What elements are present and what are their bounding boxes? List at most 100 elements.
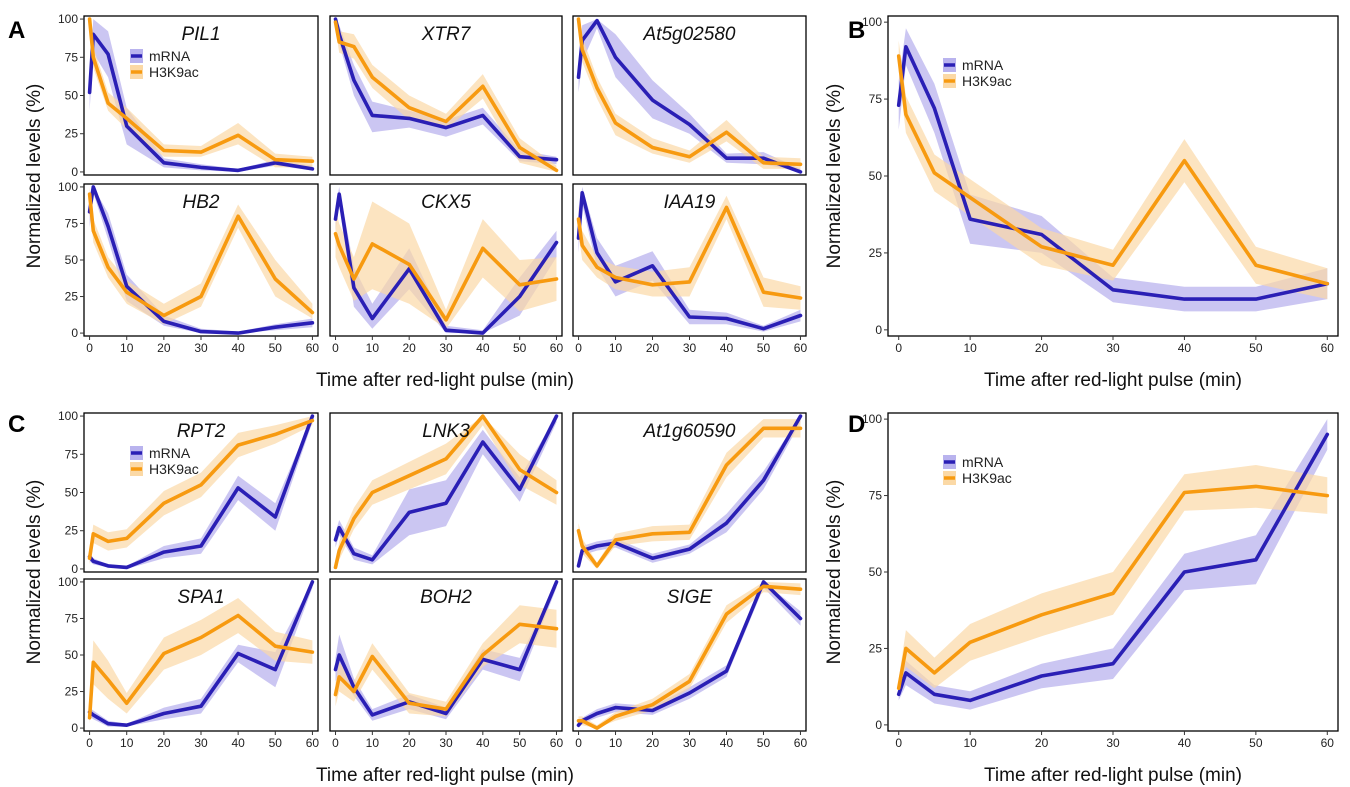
y-tick-label: 0 bbox=[71, 721, 78, 735]
x-tick-label: 20 bbox=[646, 341, 660, 355]
x-tick-label: 30 bbox=[1106, 736, 1120, 750]
y-axis-title: Normalized levels (%) bbox=[24, 480, 45, 665]
legend-label-h3k9ac: H3K9ac bbox=[149, 461, 199, 477]
y-tick-label: 75 bbox=[65, 611, 79, 625]
y-tick-label: 25 bbox=[869, 246, 883, 260]
panel-A-facet-HB2: 0 10 20 30 40 50 60 0 25 50 75 100 HB2 bbox=[58, 180, 319, 355]
panel-letter-A: A bbox=[8, 17, 25, 44]
x-tick-label: 20 bbox=[157, 736, 171, 750]
x-tick-label: 0 bbox=[575, 736, 582, 750]
h3k9ac-line bbox=[576, 426, 803, 568]
plot-frame bbox=[329, 412, 563, 573]
x-tick-label: 30 bbox=[1106, 341, 1120, 355]
mrna-line bbox=[333, 192, 559, 335]
y-tick-label: 100 bbox=[58, 12, 78, 26]
x-tick-label: 0 bbox=[332, 341, 339, 355]
y-tick-label: 75 bbox=[869, 489, 883, 503]
plot-frame bbox=[572, 15, 807, 176]
x-tick-label: 10 bbox=[120, 341, 134, 355]
mrna-line bbox=[576, 580, 803, 728]
x-tick-label: 60 bbox=[1321, 736, 1335, 750]
h3k9ac-line bbox=[896, 54, 1330, 286]
panel-C-facet-At1g60590: At1g60590 bbox=[572, 412, 807, 573]
h3k9ac-line bbox=[333, 414, 559, 570]
mrna-ribbon bbox=[335, 416, 557, 565]
x-tick-label: 40 bbox=[720, 736, 734, 750]
panel-A-facet-IAA19: 0 10 20 30 40 50 60 IAA19 bbox=[572, 183, 808, 355]
h3k9ac-ribbon bbox=[578, 19, 801, 169]
facet-title: PIL1 bbox=[181, 24, 220, 45]
legend-label-mrna: mRNA bbox=[149, 48, 191, 64]
y-tick-label: 0 bbox=[71, 562, 78, 576]
y-tick-label: 25 bbox=[65, 127, 79, 141]
y-tick-label: 25 bbox=[65, 524, 79, 538]
panel-A-facet-XTR7: XTR7 bbox=[329, 15, 563, 176]
x-tick-label: 40 bbox=[476, 341, 490, 355]
x-tick-label: 50 bbox=[1249, 736, 1263, 750]
plot-frame bbox=[572, 412, 807, 573]
mrna-line bbox=[896, 432, 1330, 703]
y-tick-label: 100 bbox=[58, 409, 78, 423]
mrna-ribbon bbox=[898, 28, 1328, 312]
x-tick-label: 50 bbox=[757, 736, 771, 750]
x-tick-label: 0 bbox=[575, 341, 582, 355]
panel-A-facet-At5g02580: At5g02580 bbox=[572, 15, 807, 176]
x-tick-label: 10 bbox=[963, 736, 977, 750]
panel-letter-B: B bbox=[848, 17, 865, 44]
facet-title: SIGE bbox=[667, 587, 713, 608]
x-tick-label: 0 bbox=[86, 341, 93, 355]
panel-C-facet-LNK3: LNK3 bbox=[329, 412, 563, 573]
x-axis-title: Time after red-light pulse (min) bbox=[984, 370, 1242, 391]
y-tick-label: 100 bbox=[58, 180, 78, 194]
h3k9ac-ribbon bbox=[335, 416, 557, 569]
x-tick-label: 10 bbox=[609, 341, 623, 355]
x-tick-label: 40 bbox=[1178, 341, 1192, 355]
x-tick-label: 10 bbox=[609, 736, 623, 750]
x-tick-label: 50 bbox=[757, 341, 771, 355]
h3k9ac-ribbon bbox=[335, 201, 557, 329]
y-tick-label: 0 bbox=[71, 326, 78, 340]
x-tick-label: 60 bbox=[794, 736, 808, 750]
x-axis-title: Time after red-light pulse (min) bbox=[316, 370, 574, 391]
x-tick-label: 60 bbox=[1321, 341, 1335, 355]
mrna-line bbox=[576, 414, 803, 568]
x-tick-label: 30 bbox=[439, 736, 453, 750]
y-tick-label: 75 bbox=[65, 216, 79, 230]
h3k9ac-ribbon bbox=[898, 465, 1328, 698]
plot-frame bbox=[329, 15, 563, 176]
h3k9ac-ribbon bbox=[89, 416, 313, 565]
y-tick-label: 25 bbox=[65, 685, 79, 699]
x-tick-label: 20 bbox=[402, 736, 416, 750]
x-tick-label: 20 bbox=[1035, 341, 1049, 355]
h3k9ac-line bbox=[87, 418, 315, 561]
h3k9ac-line bbox=[576, 584, 803, 730]
h3k9ac-line bbox=[87, 613, 315, 720]
y-tick-label: 25 bbox=[869, 641, 883, 655]
y-tick-label: 25 bbox=[65, 290, 79, 304]
y-tick-label: 50 bbox=[65, 89, 79, 103]
x-axis-title: Time after red-light pulse (min) bbox=[984, 765, 1242, 786]
y-tick-label: 50 bbox=[65, 486, 79, 500]
y-tick-label: 50 bbox=[869, 169, 883, 183]
x-tick-label: 30 bbox=[683, 736, 697, 750]
h3k9ac-ribbon bbox=[898, 40, 1328, 300]
x-tick-label: 40 bbox=[720, 341, 734, 355]
x-tick-label: 0 bbox=[895, 736, 902, 750]
y-tick-label: 0 bbox=[71, 165, 78, 179]
x-tick-label: 50 bbox=[269, 736, 283, 750]
mrna-ribbon bbox=[335, 19, 557, 165]
x-tick-label: 30 bbox=[683, 341, 697, 355]
x-tick-label: 10 bbox=[366, 736, 380, 750]
x-tick-label: 10 bbox=[120, 736, 134, 750]
h3k9ac-line bbox=[576, 17, 803, 167]
mrna-ribbon bbox=[578, 416, 801, 569]
y-tick-label: 75 bbox=[65, 50, 79, 64]
h3k9ac-line bbox=[333, 20, 559, 173]
mrna-line bbox=[87, 580, 315, 728]
h3k9ac-line bbox=[333, 622, 559, 711]
x-tick-label: 60 bbox=[794, 341, 808, 355]
facet-title: At5g02580 bbox=[643, 24, 736, 45]
y-tick-label: 75 bbox=[869, 92, 883, 106]
h3k9ac-line bbox=[87, 17, 315, 163]
